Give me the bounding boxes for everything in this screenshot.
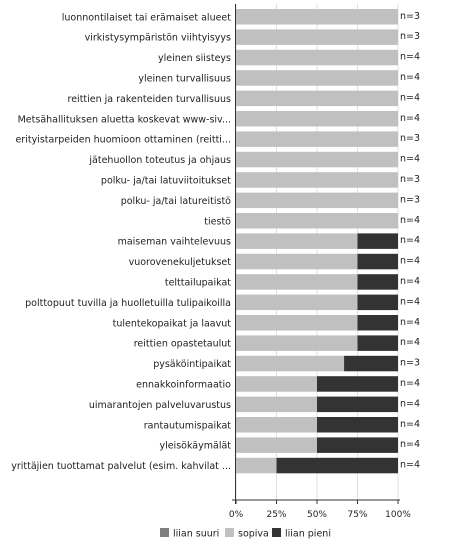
bar-segment — [236, 437, 317, 453]
category-label: vuorovenekuljetukset — [129, 257, 232, 268]
n-label: n=3 — [400, 358, 420, 369]
category-label: yleisökäymälät — [159, 441, 231, 452]
n-label: n=4 — [400, 72, 420, 83]
category-label: maiseman vaihtelevuus — [118, 237, 231, 248]
category-label: erityistarpeiden huomioon ottaminen (rei… — [15, 135, 231, 146]
category-label: yrittäjien tuottamat palvelut (esim. kah… — [11, 461, 231, 472]
category-label: polttopuut tuvilla ja huolletuilla tulip… — [25, 298, 231, 309]
x-axis: 0% 25% 50% 75% 100% — [229, 4, 411, 520]
bar-segment — [236, 355, 345, 372]
bar-segment — [236, 457, 277, 474]
category-label: virkistysympäristön viihtyisyys — [85, 33, 231, 44]
category-label: tulentekopaikat ja laavut — [113, 318, 232, 329]
bar-segment — [357, 253, 398, 270]
x-tick-label: 75% — [347, 510, 367, 520]
category-label: yleinen siisteys — [158, 53, 231, 64]
bar-segment — [236, 213, 398, 229]
n-label: n=4 — [400, 52, 420, 63]
bar-segment — [236, 192, 398, 209]
category-label: polku- ja/tai latuviitoitukset — [101, 175, 231, 186]
n-label: n=4 — [400, 235, 420, 246]
n-label: n=4 — [400, 460, 420, 471]
legend-label: sopiva — [238, 529, 269, 540]
bar-segment — [236, 29, 398, 45]
bar-segment — [357, 294, 398, 311]
legend: liian suuri sopiva liian pieni — [160, 528, 331, 540]
n-label: n=4 — [400, 215, 420, 226]
legend-label: liian suuri — [173, 529, 219, 540]
bar-segment — [317, 437, 398, 453]
bar-segment — [236, 233, 358, 249]
bar-segment — [236, 70, 398, 86]
bar-segment — [236, 335, 358, 351]
n-label: n=4 — [400, 378, 420, 389]
n-label: n=4 — [400, 276, 420, 287]
bar-segment — [236, 274, 358, 290]
category-label: ennakkoinformaatio — [136, 379, 231, 390]
n-label: n=4 — [400, 256, 420, 267]
category-label: reittien opastetaulut — [134, 339, 232, 350]
legend-swatch — [225, 528, 234, 537]
bar-segment — [236, 131, 398, 147]
bar-segment — [236, 49, 398, 66]
bar-segment — [357, 315, 398, 331]
category-label: telttailupaikat — [165, 277, 231, 288]
n-labels: n=3 n=3 n=4 n=4 n=4 n=4 n=3 n=4 n=3 n=3 n=4 n=4 n=4 n… — [400, 11, 420, 471]
bar-segment — [236, 253, 358, 270]
n-label: n=4 — [400, 296, 420, 307]
n-label: n=4 — [400, 113, 420, 124]
category-label: tiestö — [204, 216, 231, 227]
legend-swatch — [160, 528, 169, 537]
n-label: n=3 — [400, 133, 420, 144]
n-label: n=4 — [400, 398, 420, 409]
category-label: Metsähallituksen aluetta koskevat www-si… — [18, 114, 231, 125]
bar-segment — [236, 417, 317, 433]
n-label: n=3 — [400, 174, 420, 185]
bar-segment — [317, 417, 398, 433]
bar-segment — [276, 457, 398, 474]
n-label: n=4 — [400, 92, 420, 103]
bar-segment — [236, 9, 398, 25]
bar-segment — [236, 376, 317, 392]
bar-segment — [236, 396, 317, 413]
x-tick-label: 50% — [307, 510, 327, 520]
category-label: yleinen turvallisuus — [138, 73, 231, 84]
category-label: uimarantojen palveluvarustus — [89, 400, 231, 411]
bar-segment — [344, 355, 398, 372]
legend-label: liian pieni — [285, 529, 331, 540]
bar-segment — [236, 151, 398, 168]
category-label: luonnontilaiset tai erämaiset alueet — [62, 12, 232, 23]
n-label: n=3 — [400, 194, 420, 205]
bar-segment — [236, 90, 398, 107]
category-label: jätehuollon toteutus ja ohjaus — [88, 155, 231, 166]
n-label: n=3 — [400, 11, 420, 22]
bar-segment — [317, 376, 398, 392]
x-tick-label: 25% — [266, 510, 286, 520]
x-tick-label: 0% — [229, 510, 244, 520]
bar-segment — [236, 294, 358, 311]
bar-segment — [357, 233, 398, 249]
bar-segment — [236, 111, 398, 127]
n-label: n=4 — [400, 439, 420, 450]
category-label: polku- ja/tai latureitistö — [121, 196, 231, 207]
n-label: n=4 — [400, 154, 420, 165]
category-labels: luonnontilaiset tai erämaiset alueet virk… — [11, 12, 231, 472]
bar-segment — [317, 396, 398, 413]
bar-segment — [357, 274, 398, 290]
category-label: reittien ja rakenteiden turvallisuus — [68, 94, 232, 105]
n-label: n=3 — [400, 31, 420, 42]
bar-segment — [236, 172, 398, 188]
bar-segment — [236, 315, 358, 331]
category-label: rantautumispaikat — [144, 420, 232, 431]
bar-segment — [357, 335, 398, 351]
legend-swatch — [272, 528, 281, 537]
x-tick-label: 100% — [385, 510, 411, 520]
category-label: pysäköintipaikat — [153, 359, 231, 370]
n-label: n=4 — [400, 419, 420, 430]
n-label: n=4 — [400, 317, 420, 328]
chart-bars — [236, 9, 398, 474]
n-label: n=4 — [400, 337, 420, 348]
